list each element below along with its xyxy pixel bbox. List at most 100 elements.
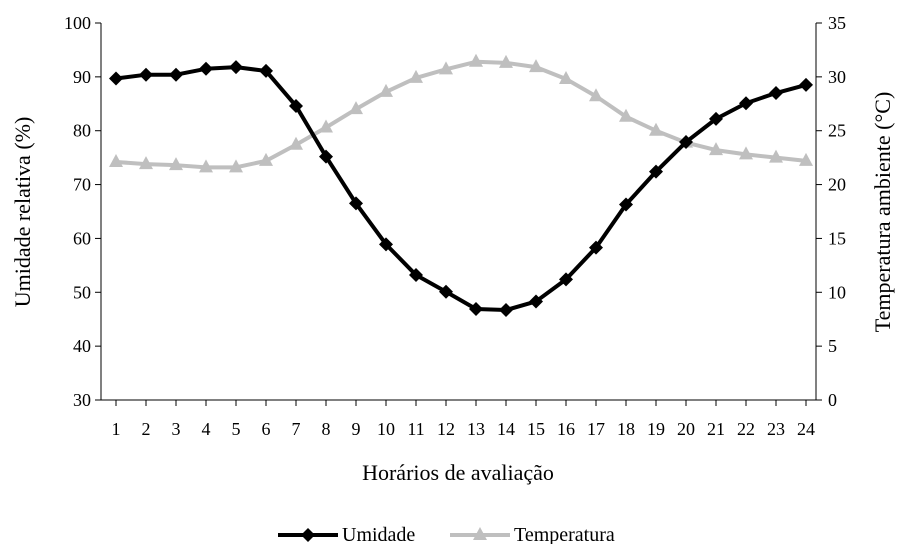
data-point-temperatura bbox=[229, 159, 243, 173]
data-point-temperatura bbox=[559, 71, 573, 85]
x-tick-label: 8 bbox=[322, 419, 331, 439]
x-tick-label: 2 bbox=[142, 419, 151, 439]
y-right-tick-label: 30 bbox=[828, 67, 846, 87]
x-tick-label: 19 bbox=[647, 419, 665, 439]
x-tick-label: 7 bbox=[292, 419, 301, 439]
data-point-umidade bbox=[409, 268, 423, 283]
data-point-umidade bbox=[649, 164, 663, 179]
data-point-temperatura bbox=[469, 53, 483, 67]
y-right-tick-label: 5 bbox=[828, 336, 837, 356]
y-left-tick-label: 100 bbox=[64, 13, 91, 33]
data-point-umidade bbox=[229, 60, 243, 75]
legend-marker-temperatura bbox=[473, 527, 487, 540]
x-ticks: 1 2 3 4 5 6 7 8 9 10 11 12 13 14 15 16 17 18 19 20 21 22 23 24 bbox=[112, 400, 815, 439]
series-line-umidade bbox=[115, 65, 807, 313]
y-right-tick-label: 15 bbox=[828, 228, 846, 248]
y-right-tick-label: 0 bbox=[828, 390, 837, 410]
x-tick-label: 17 bbox=[587, 419, 605, 439]
data-point-umidade bbox=[619, 197, 633, 212]
x-tick-label: 6 bbox=[262, 419, 271, 439]
legend-item-temperatura: Temperatura bbox=[450, 524, 615, 544]
data-point-temperatura bbox=[529, 59, 543, 73]
data-point-temperatura bbox=[769, 149, 783, 163]
data-point-temperatura bbox=[709, 142, 723, 156]
y-right-tick-label: 10 bbox=[828, 282, 846, 302]
x-tick-label: 1 bbox=[112, 419, 121, 439]
data-point-temperatura bbox=[349, 101, 363, 115]
data-point-umidade bbox=[139, 67, 153, 82]
data-point-umidade bbox=[259, 63, 273, 78]
data-point-temperatura bbox=[799, 152, 813, 166]
data-point-umidade bbox=[769, 86, 783, 101]
y-left-tick-label: 60 bbox=[73, 228, 91, 248]
data-point-temperatura bbox=[379, 83, 393, 97]
data-point-temperatura bbox=[139, 156, 153, 170]
axes bbox=[100, 23, 817, 401]
x-tick-label: 5 bbox=[232, 419, 241, 439]
data-point-umidade bbox=[589, 240, 603, 255]
data-point-umidade bbox=[379, 237, 393, 252]
x-tick-label: 20 bbox=[677, 419, 695, 439]
x-tick-label: 9 bbox=[352, 419, 361, 439]
x-tick-label: 10 bbox=[377, 419, 395, 439]
data-point-umidade bbox=[499, 303, 513, 318]
y-left-tick-label: 80 bbox=[73, 121, 91, 141]
data-point-umidade bbox=[799, 77, 813, 92]
series-line-temperatura bbox=[115, 59, 807, 170]
data-point-umidade bbox=[529, 294, 543, 309]
y-left-tick-label: 70 bbox=[73, 175, 91, 195]
y-right-tick-label: 20 bbox=[828, 175, 846, 195]
x-axis-title: Horários de avaliação bbox=[362, 460, 554, 485]
data-point-temperatura bbox=[319, 119, 333, 133]
data-point-temperatura bbox=[259, 152, 273, 166]
data-point-temperatura bbox=[199, 159, 213, 173]
legend-label-temperatura: Temperatura bbox=[514, 524, 615, 544]
data-point-umidade bbox=[349, 196, 363, 211]
x-tick-label: 14 bbox=[497, 419, 515, 439]
data-point-temperatura bbox=[499, 54, 513, 68]
x-tick-label: 12 bbox=[437, 419, 455, 439]
y-left-tick-label: 30 bbox=[73, 390, 91, 410]
series-layer bbox=[109, 53, 813, 318]
x-tick-label: 23 bbox=[767, 419, 785, 439]
legend-marker-umidade bbox=[301, 528, 315, 542]
y-right-tick-label: 25 bbox=[828, 121, 846, 141]
legend-label-umidade: Umidade bbox=[342, 524, 415, 544]
left-y-ticks: 30 40 50 60 70 80 90 100 bbox=[64, 13, 101, 410]
data-point-temperatura bbox=[109, 153, 123, 167]
y-axis-left-title: Umidade relativa (%) bbox=[10, 117, 35, 308]
data-point-umidade bbox=[469, 301, 483, 316]
data-point-temperatura bbox=[169, 157, 183, 171]
y-left-tick-label: 40 bbox=[73, 336, 91, 356]
x-tick-label: 24 bbox=[797, 419, 815, 439]
data-point-temperatura bbox=[439, 61, 453, 75]
x-tick-label: 11 bbox=[407, 419, 424, 439]
x-tick-label: 4 bbox=[202, 419, 211, 439]
data-point-temperatura bbox=[289, 136, 303, 150]
y-right-tick-label: 35 bbox=[828, 13, 846, 33]
data-point-temperatura bbox=[739, 146, 753, 160]
x-tick-label: 22 bbox=[737, 419, 755, 439]
x-tick-label: 15 bbox=[527, 419, 545, 439]
y-left-tick-label: 90 bbox=[73, 67, 91, 87]
data-point-umidade bbox=[439, 284, 453, 299]
right-y-ticks: 0 5 10 15 20 25 30 35 bbox=[816, 13, 846, 410]
data-point-umidade bbox=[679, 135, 693, 150]
legend-item-umidade: Umidade bbox=[278, 524, 415, 544]
x-tick-label: 13 bbox=[467, 419, 485, 439]
legend: Umidade Temperatura bbox=[278, 524, 615, 544]
data-point-umidade bbox=[199, 61, 213, 76]
y-left-tick-label: 50 bbox=[73, 282, 91, 302]
data-point-umidade bbox=[559, 272, 573, 287]
data-point-temperatura bbox=[589, 88, 603, 102]
x-tick-label: 21 bbox=[707, 419, 725, 439]
data-point-temperatura bbox=[409, 69, 423, 83]
data-point-umidade bbox=[709, 111, 723, 126]
x-tick-label: 18 bbox=[617, 419, 635, 439]
data-point-umidade bbox=[739, 96, 753, 111]
data-point-temperatura bbox=[649, 122, 663, 136]
y-axis-right-title: Temperatura ambiente (°C) bbox=[870, 92, 895, 333]
data-point-temperatura bbox=[619, 108, 633, 122]
data-point-umidade bbox=[109, 71, 123, 86]
